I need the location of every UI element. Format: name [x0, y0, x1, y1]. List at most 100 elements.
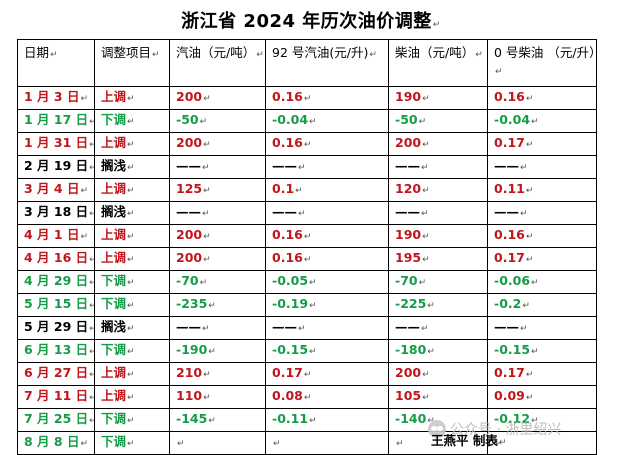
cell-diesel-0-liter: -0.2↵	[487, 293, 597, 317]
cell-adjustment-value: 上调	[101, 250, 127, 265]
cell-gasoline-92-liter: 0.1↵	[265, 178, 389, 202]
return-mark-icon: ↵	[203, 393, 211, 403]
return-mark-icon: ↵	[199, 117, 208, 127]
return-mark-icon: ↵	[418, 117, 427, 127]
cell-gasoline-ton: ——↵	[169, 155, 266, 179]
cell-date-value: 3 月 18 日	[24, 204, 89, 219]
return-mark-icon: ↵	[127, 232, 135, 242]
table-row: 4 月 16 日↵上调↵200↵0.16↵195↵0.17↵	[17, 247, 597, 271]
cell-diesel-ton-value: 190	[395, 89, 422, 104]
header-diesel-0-liter: 0 号柴油 （元/升） ↵	[487, 39, 597, 87]
return-mark-icon: ↵	[152, 50, 160, 60]
cell-diesel-ton: 120↵	[388, 178, 488, 202]
table-row: 4 月 29 日↵下调↵-70↵-0.05↵-70↵-0.06↵	[17, 270, 597, 294]
cell-diesel-ton: -180↵	[388, 339, 488, 363]
return-mark-icon: ↵	[127, 324, 135, 334]
return-mark-icon: ↵	[89, 301, 93, 311]
table-row: 1 月 17 日↵下调↵-50↵-0.04↵-50↵-0.04↵	[17, 109, 597, 133]
cell-date-value: 7 月 25 日	[24, 411, 89, 426]
table-credit-text: 王燕平 制表	[431, 433, 498, 448]
cell-adjustment-value: 下调	[101, 411, 127, 426]
cell-gasoline-ton: 125↵	[169, 178, 266, 202]
cell-adjustment: 上调↵	[94, 132, 170, 156]
cell-diesel-ton-value: -180	[395, 342, 427, 357]
cell-gasoline-92-liter-value: 0.1	[272, 181, 295, 196]
return-mark-icon: ↵	[208, 416, 216, 426]
cell-gasoline-ton-value: 125	[176, 181, 203, 196]
cell-adjustment-value: 下调	[101, 342, 127, 357]
return-mark-icon: ↵	[495, 67, 503, 77]
cell-adjustment: 上调↵	[94, 224, 170, 248]
cell-date-value: 1 月 31 日	[24, 135, 89, 150]
table-header-row: 日期↵ 调整项目↵ 汽油（元/吨）↵ 92 号汽油(元/升)↵ 柴油（元/吨）↵…	[17, 39, 597, 87]
cell-adjustment-value: 下调	[101, 273, 127, 288]
cell-gasoline-92-liter: ——↵	[265, 201, 389, 225]
cell-date-value: 7 月 11 日	[24, 388, 89, 403]
return-mark-icon: ↵	[127, 416, 135, 426]
cell-gasoline-ton: 200↵	[169, 224, 266, 248]
cell-gasoline-92-liter-value: ——	[272, 319, 297, 334]
oil-price-table: 日期↵ 调整项目↵ 汽油（元/吨）↵ 92 号汽油(元/升)↵ 柴油（元/吨）↵…	[17, 39, 597, 455]
return-mark-icon: ↵	[396, 439, 404, 449]
table-row: 5 月 29 日↵搁浅↵——↵——↵——↵——↵	[17, 316, 597, 340]
document-title-text: 浙江省 2024 年历次油价调整	[181, 11, 432, 32]
cell-gasoline-ton: -235↵	[169, 293, 266, 317]
cell-diesel-ton-value: 200	[395, 365, 422, 380]
return-mark-icon: ↵	[273, 439, 281, 449]
return-mark-icon: ↵	[369, 50, 377, 60]
return-mark-icon: ↵	[520, 163, 528, 173]
cell-date: 8 月 8 日↵	[17, 431, 95, 455]
return-mark-icon: ↵	[531, 278, 539, 288]
return-mark-icon: ↵	[422, 393, 430, 403]
cell-diesel-0-liter: 0.16↵	[487, 224, 597, 248]
cell-gasoline-92-liter: 0.16↵	[265, 224, 389, 248]
return-mark-icon: ↵	[303, 140, 312, 150]
cell-gasoline-ton: ↵	[169, 431, 266, 455]
cell-diesel-0-liter: ——↵	[487, 155, 597, 179]
cell-diesel-0-liter: -0.04↵	[487, 109, 597, 133]
header-gasoline-92-liter: 92 号汽油(元/升)↵	[265, 39, 389, 87]
header-adjustment-label: 调整项目	[101, 45, 152, 60]
return-mark-icon: ↵	[295, 186, 303, 196]
table-row: 3 月 18 日↵搁浅↵——↵——↵——↵——↵	[17, 201, 597, 225]
cell-gasoline-92-liter-value: -0.19	[272, 296, 309, 311]
return-mark-icon: ↵	[309, 347, 317, 357]
cell-diesel-ton-value: -140	[395, 411, 427, 426]
cell-date: 6 月 13 日↵	[17, 339, 95, 363]
return-mark-icon: ↵	[303, 255, 312, 265]
return-mark-icon: ↵	[525, 140, 534, 150]
return-mark-icon: ↵	[127, 301, 135, 311]
return-mark-icon: ↵	[202, 324, 210, 334]
cell-diesel-ton: ——↵	[388, 155, 488, 179]
table-row: 2 月 19 日↵搁浅↵——↵——↵——↵——↵	[17, 155, 597, 179]
cell-gasoline-ton: -70↵	[169, 270, 266, 294]
cell-diesel-ton: ——↵	[388, 201, 488, 225]
cell-gasoline-92-liter: ↵	[265, 431, 389, 455]
cell-gasoline-92-liter: ——↵	[265, 155, 389, 179]
cell-diesel-0-liter: ——↵	[487, 316, 597, 340]
cell-gasoline-92-liter: 0.16↵	[265, 86, 389, 110]
cell-diesel-0-liter-value: 0.17	[494, 250, 525, 265]
cell-gasoline-92-liter-value: 0.16	[272, 89, 303, 104]
cell-adjustment-value: 上调	[101, 388, 127, 403]
cell-diesel-0-liter-value: -0.15	[494, 342, 531, 357]
cell-diesel-0-liter: 0.17↵	[487, 132, 597, 156]
cell-diesel-ton: 195↵	[388, 247, 488, 271]
cell-date: 1 月 31 日↵	[17, 132, 95, 156]
table-row: 6 月 27 日↵上调↵210↵0.17↵200↵0.17↵	[17, 362, 597, 386]
header-adjustment: 调整项目↵	[94, 39, 170, 87]
cell-diesel-ton-value: -70	[395, 273, 418, 288]
return-mark-icon: ↵	[80, 94, 88, 104]
return-mark-icon: ↵	[427, 347, 435, 357]
header-gasoline-ton-label: 汽油（元/吨）	[176, 45, 256, 60]
table-row: 4 月 1 日↵ 上调↵ 200↵ 0.16↵ 190↵ 0.16↵	[17, 224, 597, 248]
return-mark-icon: ↵	[422, 186, 430, 196]
cell-gasoline-ton-value: -145	[176, 411, 208, 426]
return-mark-icon: ↵	[89, 324, 93, 334]
cell-adjustment: 下调↵	[94, 408, 170, 432]
cell-gasoline-92-liter: 0.16↵	[265, 247, 389, 271]
cell-adjustment: 上调↵	[94, 362, 170, 386]
cell-diesel-0-liter: ——↵	[487, 201, 597, 225]
cell-diesel-ton-value: 105	[395, 388, 422, 403]
return-mark-icon: ↵	[89, 140, 93, 150]
